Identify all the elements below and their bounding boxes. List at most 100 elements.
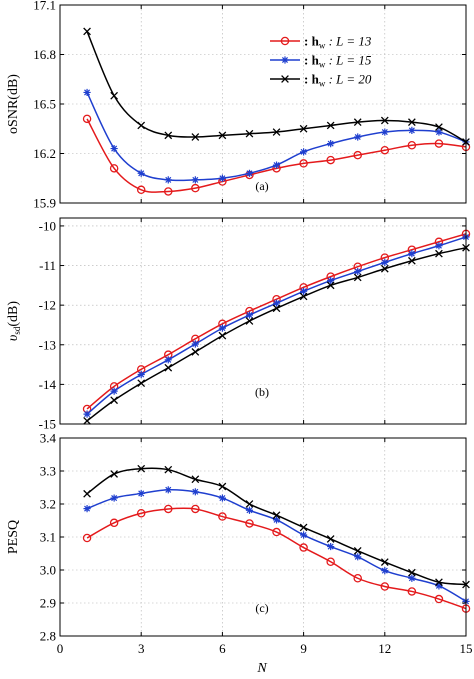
series-line [86, 246, 467, 422]
legend-marker [280, 36, 290, 46]
legend-entry-3: : hw : L = 20 [270, 72, 372, 89]
data-point [408, 118, 416, 127]
series-2 [83, 486, 470, 605]
y-tick-label: 3.3 [40, 464, 56, 479]
data-point [164, 176, 172, 184]
x-tick-label: 9 [300, 641, 307, 656]
data-point [218, 174, 226, 182]
legend-marker [281, 75, 289, 83]
data-point [299, 543, 308, 552]
data-point [327, 542, 335, 551]
series-1 [82, 229, 471, 414]
data-point [110, 144, 118, 153]
legend-label: : hw : L = 13 [304, 34, 372, 51]
data-point [272, 516, 281, 524]
data-point [435, 128, 443, 136]
data-point [83, 489, 91, 498]
y-tick-label: 15.9 [33, 196, 56, 211]
legend-entry-1: : hw : L = 13 [270, 34, 372, 51]
panel-tag: (a) [255, 179, 268, 193]
y-tick-label: -13 [39, 337, 56, 352]
data-point [354, 133, 362, 141]
data-point [407, 140, 417, 150]
y-tick-label: 3.4 [40, 431, 57, 446]
data-point [110, 91, 118, 100]
data-point [300, 287, 308, 295]
data-point [191, 475, 200, 484]
data-point [110, 470, 118, 478]
data-point [109, 164, 119, 173]
data-point [218, 331, 227, 340]
data-point [299, 124, 308, 133]
data-point [299, 523, 308, 532]
data-point [300, 531, 308, 539]
data-point [272, 161, 281, 169]
data-point [408, 574, 416, 582]
data-point [353, 150, 362, 160]
data-point [327, 276, 335, 285]
y-axis-label: υsd(dB) [6, 301, 22, 341]
data-point [299, 292, 308, 301]
data-point [380, 116, 389, 125]
data-point [83, 505, 91, 513]
y-tick-label: 16.5 [33, 97, 56, 112]
data-point [164, 363, 173, 372]
data-point [191, 348, 200, 356]
data-point [435, 242, 443, 250]
x-tick-label: 0 [57, 641, 64, 656]
data-point [354, 267, 362, 276]
panel-2: -15 -14 -13 -12 -11 -10 υsd(dB) (b) [6, 217, 471, 432]
plot-frame [59, 217, 467, 425]
panel-tag: (c) [255, 601, 268, 615]
data-point [353, 574, 362, 583]
data-point [300, 148, 308, 156]
data-point [164, 356, 172, 364]
data-point [164, 504, 173, 514]
y-tick-label: 16.8 [33, 47, 56, 62]
data-point [110, 396, 118, 405]
data-point [299, 159, 308, 168]
data-point [245, 311, 254, 319]
data-point [380, 558, 389, 566]
data-point [326, 121, 335, 130]
data-point [327, 140, 335, 148]
data-point [272, 128, 281, 136]
data-point [435, 578, 443, 587]
x-tick-label: 3 [138, 641, 145, 656]
y-tick-label: -10 [39, 218, 56, 233]
data-point [353, 273, 362, 282]
y-axis-label: PESQ [6, 520, 21, 554]
data-point [137, 489, 145, 498]
data-point [326, 557, 335, 567]
y-axis-label: oSNR(dB) [6, 74, 21, 134]
data-point [83, 88, 91, 97]
data-point [137, 169, 145, 177]
data-point [137, 464, 146, 473]
y-tick-label: 2.8 [40, 629, 56, 644]
y-tick-label: -14 [39, 377, 57, 392]
data-point [191, 504, 200, 514]
y-tick-label: 2.9 [40, 596, 56, 611]
data-point [191, 176, 199, 184]
data-point [191, 488, 199, 496]
data-point [407, 587, 417, 596]
data-point [191, 183, 200, 193]
data-point [408, 250, 416, 258]
data-point [326, 155, 335, 165]
data-point [245, 500, 254, 508]
series-line [86, 233, 467, 410]
series-2 [83, 88, 470, 184]
data-point [137, 379, 146, 388]
data-point [164, 465, 173, 474]
data-point [408, 568, 416, 577]
legend-label: : hw : L = 15 [304, 53, 372, 70]
x-tick-label: 6 [219, 641, 226, 656]
data-point [353, 118, 362, 127]
y-tick-label: 17.1 [33, 0, 56, 13]
data-point [83, 410, 91, 418]
data-point [381, 258, 389, 266]
y-tick-label: 16.2 [33, 146, 56, 161]
data-point [218, 324, 226, 332]
series-line [86, 489, 467, 603]
data-point [408, 256, 416, 265]
